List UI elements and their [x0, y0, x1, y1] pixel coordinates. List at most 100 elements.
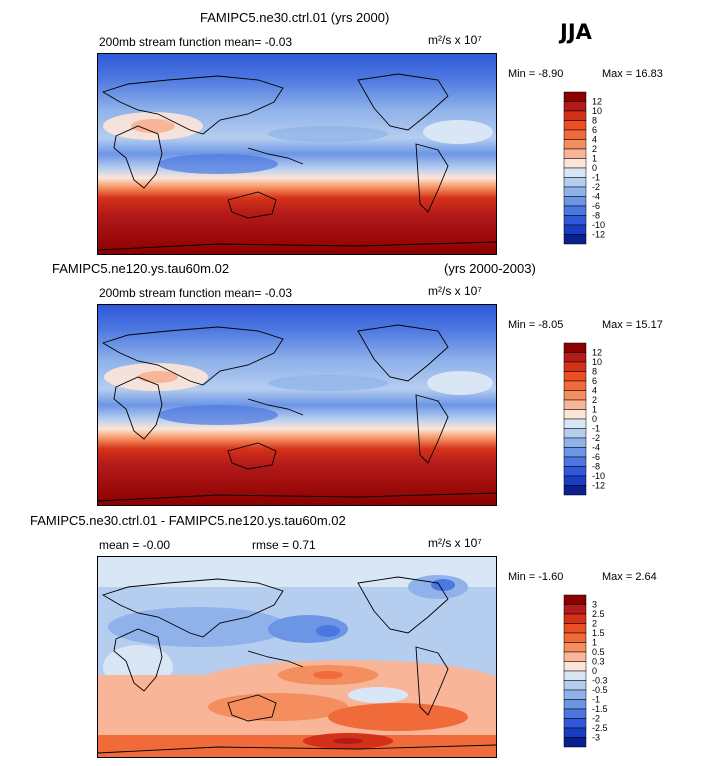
- panel3-mean: mean = -0.00: [99, 538, 171, 552]
- colorbar-swatch: [563, 604, 587, 615]
- panel1-map: [97, 53, 497, 255]
- colorbar-swatch: [563, 380, 587, 391]
- colorbar-tick-label: -0.3: [592, 676, 608, 686]
- colorbar-tick-label: -1: [592, 695, 600, 705]
- colorbar-tick-label: -10: [592, 220, 605, 230]
- panel2-subtitle: 200mb stream function mean= -0.03: [99, 286, 293, 300]
- colorbar-tick-label: -2: [592, 714, 600, 724]
- colorbar-tick-label: 4: [592, 386, 597, 396]
- panel3-min: Min = -1.60: [508, 571, 564, 583]
- panel2-min: Min = -8.05: [508, 319, 564, 331]
- panel1-max: Max = 16.83: [602, 68, 663, 80]
- colorbar-tick-label: 10: [592, 357, 602, 367]
- colorbar-tick-label: -12: [592, 481, 605, 491]
- colorbar-tick-label: -4: [592, 443, 600, 453]
- colorbar-swatch: [563, 437, 587, 448]
- colorbar-swatch: [563, 485, 587, 496]
- colorbar-swatch: [563, 594, 587, 605]
- colorbar-tick-label: -0.5: [592, 685, 608, 695]
- colorbar-swatch: [563, 670, 587, 681]
- colorbar-tick-label: -2: [592, 433, 600, 443]
- colorbar-swatch: [563, 177, 587, 188]
- panel2-units: m²/s x 10⁷: [428, 284, 482, 298]
- colorbar-tick-label: -10: [592, 471, 605, 481]
- colorbar-tick-label: 4: [592, 135, 597, 145]
- colorbar-swatch: [563, 120, 587, 131]
- colorbar-swatch: [563, 196, 587, 207]
- panel2-title: FAMIPC5.ne120.ys.tau60m.02: [52, 261, 230, 276]
- colorbar-swatch: [563, 205, 587, 216]
- colorbar-swatch: [563, 737, 587, 748]
- colorbar-tick-label: -3: [592, 733, 600, 743]
- panel3-rmse: rmse = 0.71: [252, 538, 316, 552]
- colorbar-swatch: [563, 215, 587, 226]
- colorbar-tick-label: 1.5: [592, 628, 605, 638]
- colorbar-tick-label: -2.5: [592, 723, 608, 733]
- colorbar-tick-label: 1: [592, 638, 597, 648]
- colorbar-tick-label: 1: [592, 154, 597, 164]
- panel3-max: Max = 2.64: [602, 571, 657, 583]
- colorbar-tick-label: 2.5: [592, 609, 605, 619]
- colorbar-swatch: [563, 186, 587, 197]
- colorbar-swatch: [563, 727, 587, 738]
- colorbar-tick-label: 0.5: [592, 647, 605, 657]
- colorbar-tick-label: 0: [592, 666, 597, 676]
- colorbar-tick-label: 6: [592, 376, 597, 386]
- colorbar-tick-label: 3: [592, 600, 597, 610]
- colorbar-swatch: [563, 91, 587, 102]
- colorbar-swatch: [563, 158, 587, 169]
- colorbar-swatch: [563, 475, 587, 486]
- colorbar-tick-label: 8: [592, 367, 597, 377]
- colorbar-tick-label: 2: [592, 395, 597, 405]
- colorbar-swatch: [563, 456, 587, 467]
- colorbar-swatch: [563, 623, 587, 634]
- colorbar-tick-label: -4: [592, 192, 600, 202]
- colorbar-tick-label: -12: [592, 230, 605, 240]
- colorbar-tick-label: -6: [592, 452, 600, 462]
- colorbar-swatch: [563, 352, 587, 363]
- colorbar-tick-label: 2: [592, 144, 597, 154]
- panel2-map: [97, 304, 497, 506]
- colorbar-swatch: [563, 129, 587, 140]
- colorbar-swatch: [563, 466, 587, 477]
- colorbar-swatch: [563, 371, 587, 382]
- colorbar-swatch: [563, 428, 587, 439]
- colorbar-swatch: [563, 167, 587, 178]
- colorbar-tick-label: 0: [592, 414, 597, 424]
- colorbar-swatch: [563, 447, 587, 458]
- panel3-title: FAMIPC5.ne30.ctrl.01 - FAMIPC5.ne120.ys.…: [30, 513, 346, 528]
- colorbar-swatch: [563, 718, 587, 729]
- colorbar-tick-label: 10: [592, 106, 602, 116]
- colorbar-swatch: [563, 224, 587, 235]
- colorbar-swatch: [563, 234, 587, 245]
- colorbar-swatch: [563, 399, 587, 410]
- panel3-colorbar: 32.521.510.50.30-0.3-0.5-1-1.5-2-2.5-3: [563, 594, 608, 748]
- panel2-map-svg: [98, 305, 496, 505]
- colorbar-swatch: [563, 139, 587, 150]
- panel1-map-svg: [98, 54, 496, 254]
- colorbar-tick-label: -1: [592, 424, 600, 434]
- colorbar-swatch: [563, 110, 587, 121]
- panel3-units: m²/s x 10⁷: [428, 536, 482, 550]
- colorbar-tick-label: 6: [592, 125, 597, 135]
- panel1-title: FAMIPC5.ne30.ctrl.01 (yrs 2000): [200, 10, 390, 25]
- colorbar-swatch: [563, 409, 587, 420]
- colorbar-tick-label: 12: [592, 348, 602, 358]
- colorbar-swatch: [563, 342, 587, 353]
- colorbar-swatch: [563, 148, 587, 159]
- colorbar-tick-label: -8: [592, 211, 600, 221]
- colorbar-tick-label: 0.3: [592, 657, 605, 667]
- colorbar-tick-label: -1: [592, 173, 600, 183]
- colorbar-swatch: [563, 418, 587, 429]
- colorbar-tick-label: 0: [592, 163, 597, 173]
- colorbar-swatch: [563, 651, 587, 662]
- colorbar-tick-label: 2: [592, 619, 597, 629]
- season-label: JJA: [560, 20, 592, 44]
- colorbar-tick-label: -2: [592, 182, 600, 192]
- colorbar-tick-label: -8: [592, 462, 600, 472]
- panel2-max: Max = 15.17: [602, 319, 663, 331]
- colorbar-tick-label: -1.5: [592, 704, 608, 714]
- colorbar-tick-label: -6: [592, 201, 600, 211]
